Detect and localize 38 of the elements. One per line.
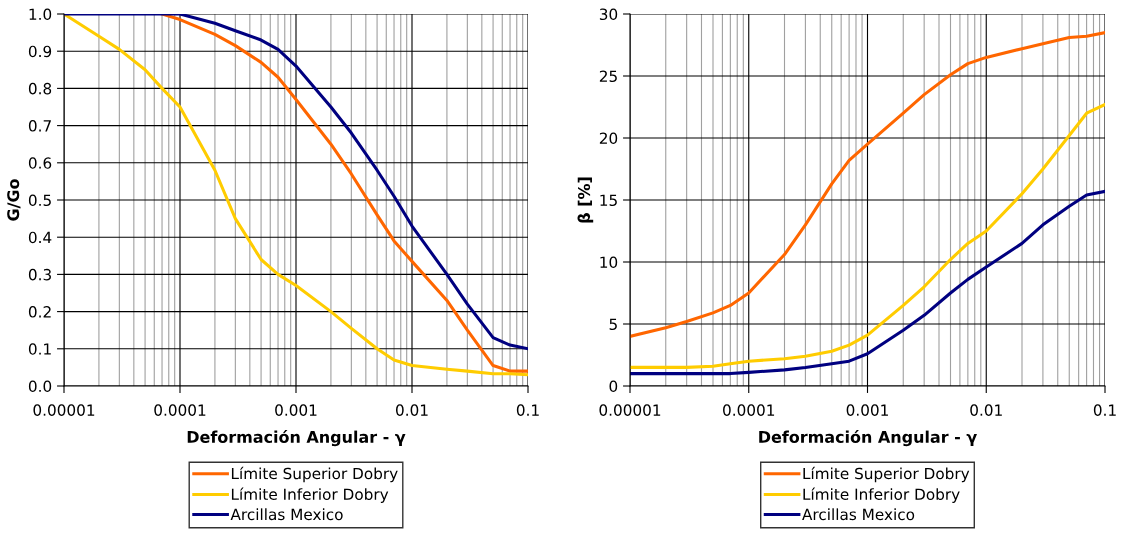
x-tick-label: 0.001 [275, 404, 317, 416]
x-tick-label: 0.0001 [723, 404, 775, 416]
y-tick-label: 10 [600, 256, 618, 269]
legend-label: Arcillas Mexico [230, 508, 343, 521]
y-tick-label: 0 [609, 380, 618, 393]
x-tick-label: 0.001 [846, 404, 888, 416]
x-tick-label: 0.1 [1093, 404, 1116, 416]
y-tick-label: 0.6 [28, 157, 52, 169]
y-tick-label: 0.7 [28, 120, 51, 132]
x-axis-title: Deformación Angular - γ [187, 429, 406, 447]
x-tick-label: 0.01 [396, 404, 428, 416]
y-tick-label: 25 [599, 70, 617, 83]
y-axis-title: G/Go [7, 179, 21, 221]
x-tick-label: 0.01 [970, 404, 1002, 416]
y-tick-label: 20 [599, 132, 618, 145]
legend-label: Arcillas Mexico [802, 508, 915, 521]
y-tick-label: 15 [600, 194, 617, 207]
legend-label: Límite Inferior Dobry [231, 487, 389, 503]
y-tick-label: 0.0 [28, 380, 52, 393]
y-tick-label: 0.3 [28, 268, 51, 281]
y-tick-label: 0.2 [28, 306, 51, 318]
y-tick-label: 0.1 [28, 343, 51, 355]
y-tick-label: 0.4 [28, 231, 52, 244]
y-axis-title: β [%] [577, 177, 594, 223]
x-tick-label: 0.0001 [154, 404, 206, 416]
y-tick-label: 5 [609, 318, 617, 331]
legend-label: Límite Superior Dobry [803, 466, 970, 483]
y-tick-label: 0.5 [28, 194, 51, 207]
y-tick-label: 0.9 [28, 45, 52, 58]
y-tick-label: 0.8 [28, 82, 52, 95]
legend-label: Límite Superior Dobry [231, 466, 398, 483]
legend-label: Límite Inferior Dobry [803, 487, 960, 503]
x-tick-label: 0.1 [516, 404, 539, 416]
x-tick-label: 0.00001 [599, 404, 661, 416]
x-axis-title: Deformación Angular - γ [759, 429, 977, 447]
x-tick-label: 0.00001 [33, 404, 95, 416]
y-tick-label: 30 [599, 8, 618, 21]
y-tick-label: 1.0 [29, 8, 52, 21]
